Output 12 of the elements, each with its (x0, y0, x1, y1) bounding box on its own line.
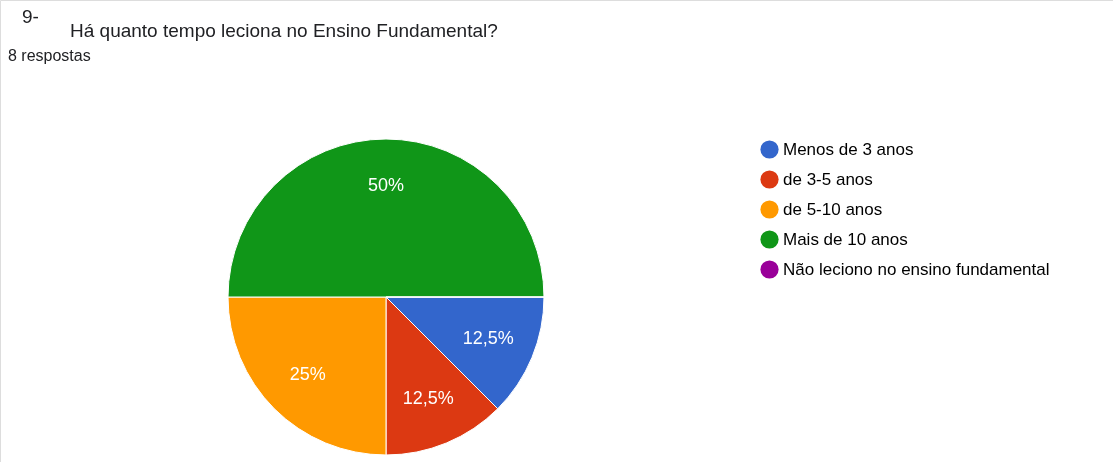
data-label: 12,5% (462, 328, 514, 349)
text: 9- (22, 6, 39, 27)
data-label: 12,5% (402, 388, 454, 409)
data-label: 50% (367, 175, 405, 196)
chart-title: Há quanto tempo leciona no Ensino Fundamental? (70, 20, 498, 41)
legend-label: de 3-5 anos (783, 169, 873, 189)
text: 8 respostas (8, 47, 91, 64)
legend-label: Não leciono no ensino fundamental (783, 259, 1050, 279)
legend-label: Menos de 3 anos (783, 139, 914, 159)
legend-label: Mais de 10 anos (783, 229, 908, 249)
data-label: 25% (289, 364, 326, 385)
legend-label: de 5-10 anos (783, 199, 883, 219)
